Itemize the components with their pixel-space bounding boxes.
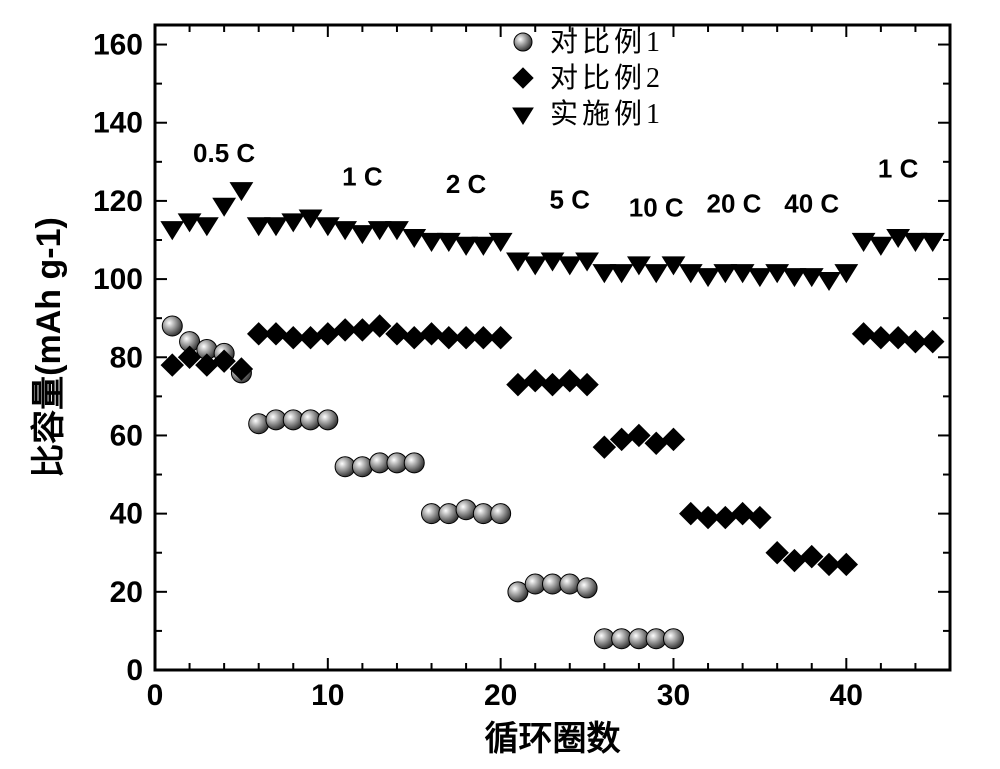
rate-label: 5 C xyxy=(550,185,591,215)
rate-label: 2 C xyxy=(446,169,487,199)
y-axis-label: 比容量(mAh g-1) xyxy=(30,217,68,478)
y-tick-label: 160 xyxy=(93,29,143,62)
legend-item-label: 实施例1 xyxy=(550,98,664,130)
x-tick-label: 10 xyxy=(311,679,344,712)
rate-label: 20 C xyxy=(707,189,762,219)
x-axis-label: 循环圈数 xyxy=(485,720,621,758)
y-tick-label: 20 xyxy=(110,576,143,609)
rate-label: 40 C xyxy=(784,189,839,219)
x-tick-label: 0 xyxy=(147,679,164,712)
legend-item-label: 对比例2 xyxy=(550,62,664,94)
rate-label: 1 C xyxy=(342,161,383,191)
series-对比例2 xyxy=(161,315,943,575)
rate-label: 1 C xyxy=(878,153,919,183)
rate-capability-chart: 0 10 20 30 40 0 20 40 60 80 100 120 140 160 循环圈数 比容量(mA… xyxy=(0,0,1000,769)
y-tick-label: 40 xyxy=(110,498,143,531)
y-tick-label: 60 xyxy=(110,419,143,452)
y-tick-label: 80 xyxy=(110,341,143,374)
y-tick-label: 0 xyxy=(126,654,143,687)
chart-container: 0 10 20 30 40 0 20 40 60 80 100 120 140 160 循环圈数 比容量(mA… xyxy=(0,0,1000,769)
rate-label: 0.5 C xyxy=(193,138,255,168)
y-tick-label: 120 xyxy=(93,185,143,218)
legend: 对比例1 对比例2 实施例1 xyxy=(513,26,664,130)
y-tick-label: 140 xyxy=(93,107,143,140)
x-tick-label: 20 xyxy=(484,679,517,712)
legend-item-label: 对比例1 xyxy=(550,26,664,58)
x-tick-label: 40 xyxy=(830,679,863,712)
x-tick-label: 30 xyxy=(657,679,690,712)
rate-label: 10 C xyxy=(629,193,684,223)
y-tick-label: 100 xyxy=(93,263,143,296)
